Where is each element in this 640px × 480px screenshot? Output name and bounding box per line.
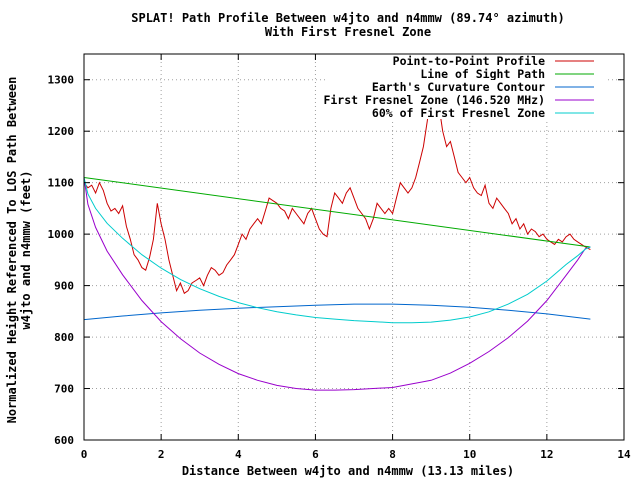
x-tick-label: 12 xyxy=(540,448,553,461)
series-line-first-fresnel-zone-146-520-mhz xyxy=(83,177,591,391)
x-tick-label: 6 xyxy=(312,448,319,461)
y-tick-label: 900 xyxy=(54,280,74,293)
series-line-point-to-point-profile xyxy=(83,69,591,295)
series-line-line-of-sight-path xyxy=(83,177,591,248)
y-tick-label: 600 xyxy=(54,434,74,447)
y-tick-label: 1100 xyxy=(48,177,75,190)
legend-label: Line of Sight Path xyxy=(420,67,545,81)
y-tick-label: 1200 xyxy=(48,125,75,138)
legend-bg xyxy=(325,80,605,93)
x-tick-label: 14 xyxy=(617,448,631,461)
legend-label: Point-to-Point Profile xyxy=(393,54,545,68)
series-line-60-of-first-fresnel-zone xyxy=(83,177,591,324)
legend-label: Earth's Curvature Contour xyxy=(372,80,545,94)
y-tick-label: 1300 xyxy=(48,74,75,87)
chart-title: SPLAT! Path Profile Between w4jto and n4… xyxy=(131,11,564,25)
y-tick-label: 800 xyxy=(54,331,74,344)
legend-bg xyxy=(325,93,605,106)
ticks: 0 2 4 6 8 10 12 14 600 700 800 900 1000 1100 1200 1300 xyxy=(48,54,631,461)
plot-frame xyxy=(83,53,625,441)
x-tick-label: 4 xyxy=(235,448,242,461)
x-tick-label: 8 xyxy=(389,448,396,461)
y-axis-label-line2: w4jto and n4mmw (feet) xyxy=(19,171,33,330)
y-tick-label: 700 xyxy=(54,383,74,396)
legend-label: 60% of First Fresnel Zone xyxy=(372,106,545,120)
x-tick-label: 2 xyxy=(158,448,165,461)
series-layer xyxy=(83,69,591,391)
y-axis-label-line1: Normalized Height Referenced To LOS Path… xyxy=(5,77,19,424)
x-tick-label: 0 xyxy=(81,448,88,461)
legend-label: First Fresnel Zone (146.520 MHz) xyxy=(323,93,545,107)
chart-subtitle: With First Fresnel Zone xyxy=(265,25,431,39)
y-tick-label: 1000 xyxy=(48,228,75,241)
legend-bg xyxy=(325,67,605,80)
legend-bg xyxy=(325,54,605,67)
x-tick-label: 10 xyxy=(463,448,476,461)
x-axis-label: Distance Between w4jto and n4mmw (13.13 … xyxy=(182,464,514,478)
series-line-earth-s-curvature-contour xyxy=(83,303,591,321)
legend-bg xyxy=(325,106,605,119)
